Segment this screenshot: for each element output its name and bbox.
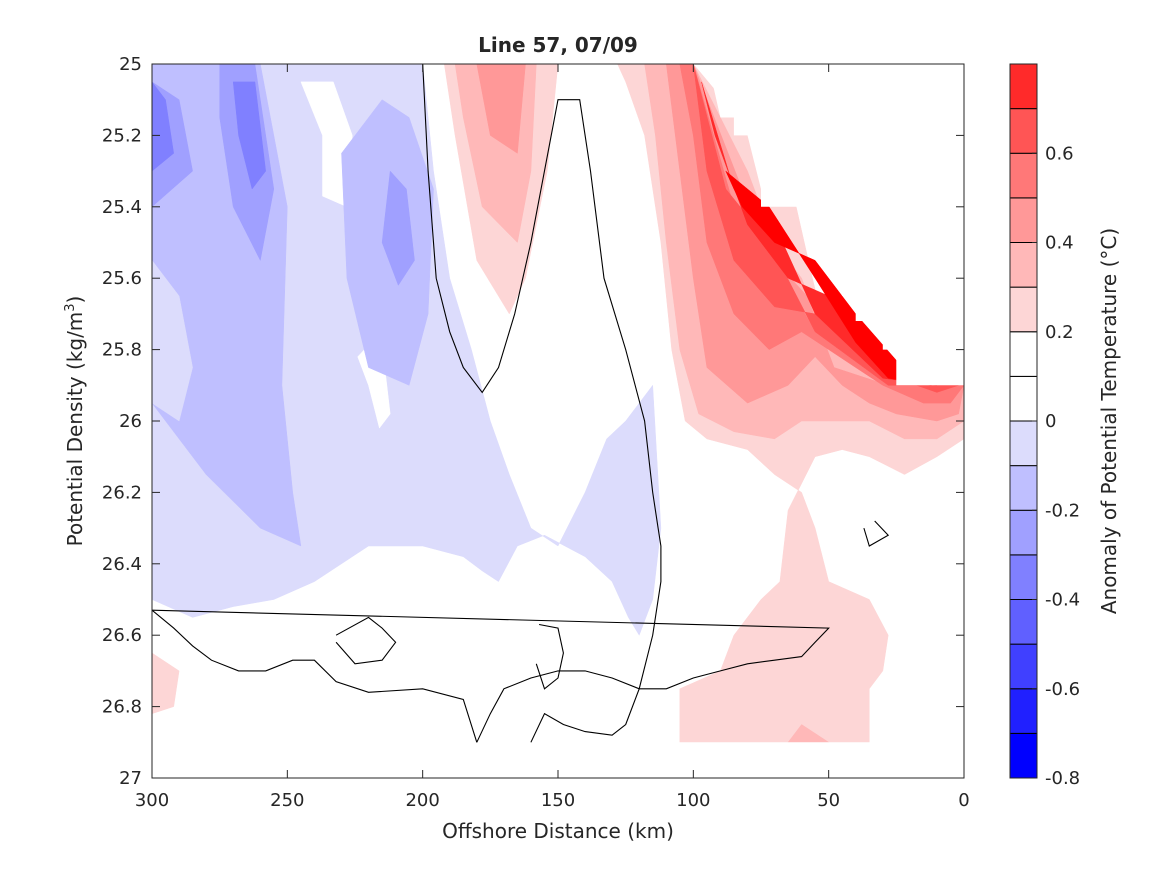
x-tick-label-3: 150	[541, 790, 575, 811]
colorbar-swatch-7	[1009, 420, 1038, 467]
colorbar-swatch-10	[1009, 286, 1038, 333]
mask-no-data-upper-right	[693, 64, 964, 386]
colorbar-swatch-1	[1009, 688, 1038, 734]
colorbar-swatch-14	[1009, 108, 1038, 154]
colorbar-swatch-6	[1009, 465, 1038, 511]
colorbar-swatch-11	[1009, 242, 1038, 288]
colorbar-tick-label-3: -0.2	[1045, 500, 1080, 521]
colorbar-swatch-4	[1009, 554, 1038, 600]
x-axis-ticks: 300 250 200 150 100 50 0	[135, 64, 970, 811]
chart-title: Line 57, 07/09	[478, 33, 638, 57]
colorbar-tick-label-1: -0.6	[1045, 679, 1080, 700]
contour-line-1	[152, 609, 830, 743]
contour-line-5	[863, 520, 890, 547]
colorbar-swatch-13	[1009, 152, 1038, 199]
colorbar-tick-label-7: 0.6	[1045, 143, 1074, 164]
x-tick-label-6: 0	[958, 790, 969, 811]
contour-line-3	[335, 616, 397, 665]
y-tick-label-6: 26.2	[102, 482, 142, 503]
colorbar-tick-label-6: 0.4	[1045, 233, 1074, 254]
colorbar-swatch-9	[1009, 331, 1038, 377]
y-tick-label-0: 25	[119, 54, 142, 75]
colorbar-tick-label-0: -0.8	[1045, 768, 1080, 789]
colorbar-swatch-12	[1009, 197, 1038, 243]
y-tick-label-3: 25.6	[102, 268, 142, 289]
colorbar-label: Anomaly of Potential Temperature (°C)	[1097, 228, 1121, 614]
x-tick-label-0: 300	[135, 790, 169, 811]
y-tick-label-7: 26.4	[102, 554, 142, 575]
y-tick-label-5: 26	[119, 411, 142, 432]
y-axis-label-close: )	[63, 296, 87, 304]
contour-line-4	[535, 623, 564, 690]
colorbar-swatch-2	[1009, 643, 1038, 690]
colorbar-ticks: -0.8 -0.6 -0.4 -0.2 0 0.2 0.4 0.6	[1032, 143, 1080, 789]
y-axis-label-sup: 3	[63, 303, 78, 311]
x-tick-label-1: 250	[270, 790, 304, 811]
contour-region-13	[476, 64, 526, 154]
x-axis-label: Offshore Distance (km)	[442, 819, 674, 843]
colorbar-swatch-15	[1009, 63, 1038, 110]
y-tick-label-1: 25.2	[102, 125, 142, 146]
y-tick-label-8: 26.6	[102, 625, 142, 646]
colorbar-swatch-5	[1009, 509, 1038, 556]
y-tick-label-9: 26.8	[102, 697, 142, 718]
contour-line-0	[422, 64, 662, 743]
contour-fill-layer	[152, 64, 964, 743]
contour-region-9	[152, 81, 174, 172]
contour-region-8	[381, 170, 415, 286]
y-tick-label-4: 25.8	[102, 340, 142, 361]
colorbar	[1009, 63, 1038, 779]
colorbar-swatch-3	[1009, 599, 1038, 645]
x-tick-label-2: 200	[405, 790, 439, 811]
colorbar-swatch-8	[1009, 375, 1038, 422]
no-data-mask-layer	[152, 64, 964, 778]
contour-line-layer	[152, 64, 890, 743]
y-tick-label-10: 27	[119, 768, 142, 789]
contour-region-10	[232, 81, 266, 190]
contour-region-21	[152, 652, 180, 714]
y-tick-label-2: 25.4	[102, 197, 142, 218]
y-axis-label: Potential Density (kg/m3)	[63, 296, 87, 547]
colorbar-swatch-0	[1009, 732, 1038, 779]
x-tick-label-5: 50	[817, 790, 840, 811]
y-axis-ticks: 25 25.2 25.4 25.6 25.8 26 26.2 26.4 26.6 26.8 27	[102, 54, 964, 789]
y-axis-label-main: Potential Density (kg/m	[63, 312, 87, 547]
mask-no-data-bottom	[152, 742, 964, 778]
contour-line-2	[152, 609, 478, 743]
colorbar-tick-label-5: 0.2	[1045, 322, 1074, 343]
colorbar-tick-label-2: -0.4	[1045, 590, 1080, 611]
x-tick-label-4: 100	[676, 790, 710, 811]
contour-region-5	[152, 259, 193, 422]
colorbar-tick-label-4: 0	[1045, 411, 1056, 432]
